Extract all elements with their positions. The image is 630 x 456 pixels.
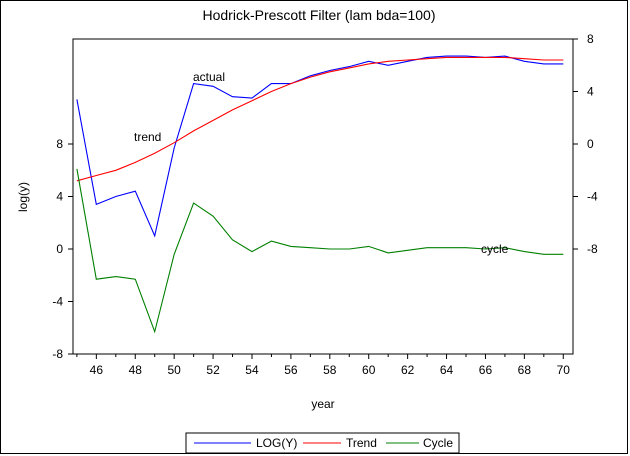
chart-title: Hodrick-Prescott Filter (lam bda=100) bbox=[202, 7, 435, 23]
left-tick-label: -4 bbox=[52, 295, 63, 309]
x-tick-label: 68 bbox=[518, 363, 532, 377]
x-tick-label: 66 bbox=[479, 363, 493, 377]
series-line-trend bbox=[76, 56, 564, 182]
x-tick-label: 50 bbox=[167, 363, 181, 377]
left-axis: -8 -4 0 4 8 bbox=[52, 137, 73, 361]
x-axis-label: year bbox=[311, 397, 334, 411]
right-tick-label: -8 bbox=[587, 242, 598, 256]
annotation-cycle: cycle bbox=[481, 242, 509, 256]
right-tick-label: 4 bbox=[587, 85, 594, 99]
annotation-actual: actual bbox=[193, 70, 225, 84]
plot-area bbox=[72, 38, 574, 355]
right-tick-label: 0 bbox=[587, 137, 594, 151]
left-tick-label: -8 bbox=[52, 347, 63, 361]
x-tick-label: 60 bbox=[362, 363, 376, 377]
right-axis: -8 -4 0 4 8 bbox=[573, 32, 598, 256]
x-tick-label: 46 bbox=[90, 363, 104, 377]
annotation-trend: trend bbox=[134, 130, 161, 144]
x-tick-label: 56 bbox=[284, 363, 298, 377]
right-tick-label: 8 bbox=[587, 32, 594, 46]
series-layer bbox=[76, 55, 564, 334]
y-axis-label: log(y) bbox=[16, 182, 30, 212]
left-tick-label: 4 bbox=[56, 190, 63, 204]
left-tick-label: 8 bbox=[56, 137, 63, 151]
x-tick-label: 52 bbox=[206, 363, 220, 377]
right-tick-label: -4 bbox=[587, 190, 598, 204]
x-tick-label: 62 bbox=[401, 363, 415, 377]
legend-label-logy: LOG(Y) bbox=[256, 436, 297, 450]
series-line-cycle bbox=[76, 168, 564, 334]
x-axis: 46 48 50 52 54 56 58 60 62 64 66 68 70 bbox=[76, 354, 571, 377]
left-tick-label: 0 bbox=[56, 242, 63, 256]
x-tick-label: 64 bbox=[440, 363, 454, 377]
legend-label-trend: Trend bbox=[346, 436, 377, 450]
x-tick-label: 48 bbox=[129, 363, 143, 377]
x-tick-label: 58 bbox=[323, 363, 337, 377]
legend-label-cycle: Cycle bbox=[423, 436, 453, 450]
legend: LOG(Y) Trend Cycle bbox=[185, 432, 460, 454]
series-line-log-y bbox=[76, 55, 564, 238]
x-tick-label: 70 bbox=[557, 363, 571, 377]
x-tick-label: 54 bbox=[245, 363, 259, 377]
